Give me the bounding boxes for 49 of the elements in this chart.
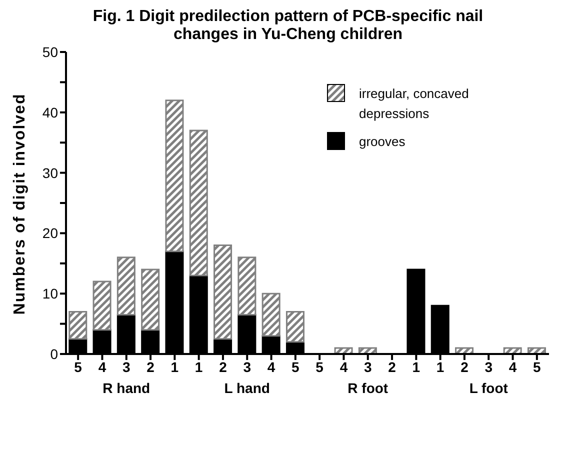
bar xyxy=(503,347,522,354)
text: R foot xyxy=(346,380,390,396)
bar xyxy=(455,347,474,354)
x-tick-label: 2 xyxy=(219,358,228,375)
legend-label: irregular, concaved depressions xyxy=(359,85,470,123)
x-tick-label: 5 xyxy=(292,358,300,375)
x-tick-label: 3 xyxy=(484,358,493,375)
y-axis-title: Numbers of digit involved xyxy=(12,93,30,315)
chart-title: Fig. 1 Digit predilection pattern of PCB-specific nail changes in Yu-Cheng children xyxy=(92,8,484,44)
y-tick-label: 20 xyxy=(42,225,58,242)
bar xyxy=(238,256,256,316)
text: R hand xyxy=(102,380,152,396)
bar xyxy=(262,292,280,337)
x-tick-label: 2 xyxy=(388,358,396,375)
text: L hand xyxy=(223,380,271,396)
x-tick-label: 5 xyxy=(316,358,324,375)
bar xyxy=(189,130,208,276)
bar xyxy=(165,100,184,252)
x-tick-label: 5 xyxy=(533,358,542,375)
x-tick-label: 3 xyxy=(364,358,372,375)
y-tick-label: 30 xyxy=(42,164,58,181)
x-tick-label: 4 xyxy=(267,358,276,375)
text: L foot xyxy=(468,380,509,396)
y-tick-label: 0 xyxy=(50,346,58,362)
bar xyxy=(141,268,160,331)
x-tick-label: 3 xyxy=(243,358,252,375)
x-tick-label: 4 xyxy=(98,358,106,375)
x-tick-label: 5 xyxy=(74,358,82,375)
x-tick-label: 2 xyxy=(146,358,155,375)
bar xyxy=(286,310,304,343)
y-tick-label: 40 xyxy=(42,104,58,120)
bar xyxy=(334,347,353,354)
x-tick-label: 1 xyxy=(170,358,179,375)
bar xyxy=(214,244,232,340)
bar xyxy=(116,256,136,316)
bar xyxy=(68,310,88,340)
bar xyxy=(358,347,377,354)
legend-label: grooves xyxy=(359,133,406,151)
bar xyxy=(92,280,112,331)
x-tick-label: 4 xyxy=(340,358,348,375)
bar xyxy=(527,347,546,354)
x-tick-label: 3 xyxy=(122,358,130,375)
x-tick-label: 1 xyxy=(412,358,420,375)
x-tick-label: 1 xyxy=(436,358,444,375)
y-tick-label: 50 xyxy=(42,44,58,60)
x-tick-label: 2 xyxy=(460,358,469,375)
y-tick-label: 10 xyxy=(42,286,58,302)
x-tick-label: 1 xyxy=(194,358,203,375)
x-tick-label: 4 xyxy=(508,358,517,375)
